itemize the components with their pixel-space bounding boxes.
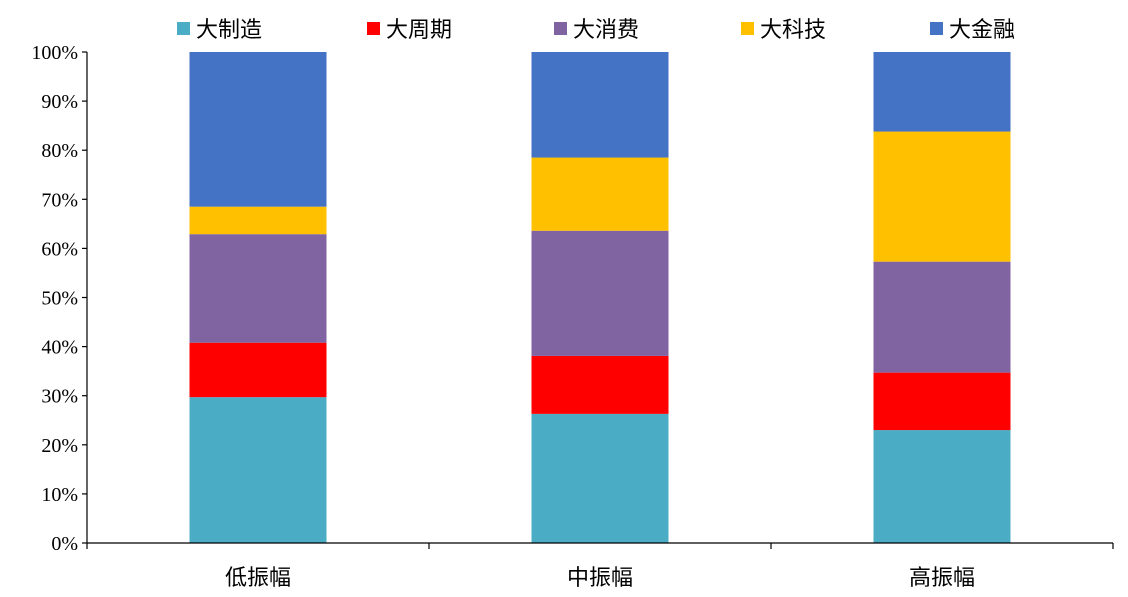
bar-segment	[189, 52, 327, 207]
bar-segment	[189, 397, 327, 543]
legend-label: 大周期	[386, 18, 452, 43]
bar-segment	[531, 355, 669, 414]
y-tick-label: 90%	[41, 91, 78, 113]
bar-stack	[531, 52, 669, 543]
bar-segment	[531, 52, 669, 158]
y-tick-label: 50%	[41, 288, 78, 310]
legend-swatch	[741, 22, 754, 35]
y-tick-label: 80%	[41, 140, 78, 162]
bar-stack	[873, 52, 1011, 543]
y-axis: 0% 10% 20% 30% 40% 50% 60% 70% 80% 90% 100%	[31, 42, 88, 555]
y-tick-label: 10%	[41, 484, 78, 506]
y-tick-label: 70%	[41, 189, 78, 211]
y-tick-label: 30%	[41, 386, 78, 408]
legend-label: 大制造	[196, 18, 262, 43]
bar-segment	[531, 157, 669, 231]
bar-segment	[189, 206, 327, 235]
legend-item: 大制造	[177, 18, 262, 43]
x-axis: 低振幅 中振幅 高振幅	[86, 542, 1114, 591]
legend-swatch	[930, 22, 943, 35]
legend-swatch	[367, 22, 380, 35]
y-tick-label: 60%	[41, 238, 78, 260]
legend-item: 大周期	[367, 18, 452, 43]
bars	[189, 52, 1011, 543]
bar-segment	[873, 430, 1011, 543]
bar-stack	[189, 52, 327, 543]
y-tick-label: 40%	[41, 337, 78, 359]
legend: 大制造 大周期 大消费 大科技 大金融	[177, 18, 1015, 43]
legend-item: 大消费	[554, 18, 639, 43]
y-tick-label: 100%	[31, 42, 78, 64]
legend-label: 大科技	[760, 18, 826, 43]
legend-item: 大科技	[741, 18, 826, 43]
x-category-label: 中振幅	[567, 566, 633, 591]
x-category-label: 高振幅	[909, 566, 975, 591]
bar-segment	[873, 52, 1011, 132]
x-category-label: 低振幅	[225, 566, 291, 591]
bar-segment	[873, 261, 1011, 373]
bar-segment	[189, 342, 327, 398]
bar-segment	[873, 131, 1011, 262]
legend-item: 大金融	[930, 18, 1015, 43]
bar-segment	[531, 413, 669, 543]
y-tick-label: 0%	[51, 533, 78, 555]
bar-segment	[189, 234, 327, 343]
legend-label: 大消费	[573, 18, 639, 43]
y-tick-label: 20%	[41, 435, 78, 457]
legend-swatch	[177, 22, 190, 35]
bar-segment	[531, 230, 669, 356]
bar-segment	[873, 372, 1011, 431]
legend-label: 大金融	[949, 18, 1015, 43]
legend-swatch	[554, 22, 567, 35]
